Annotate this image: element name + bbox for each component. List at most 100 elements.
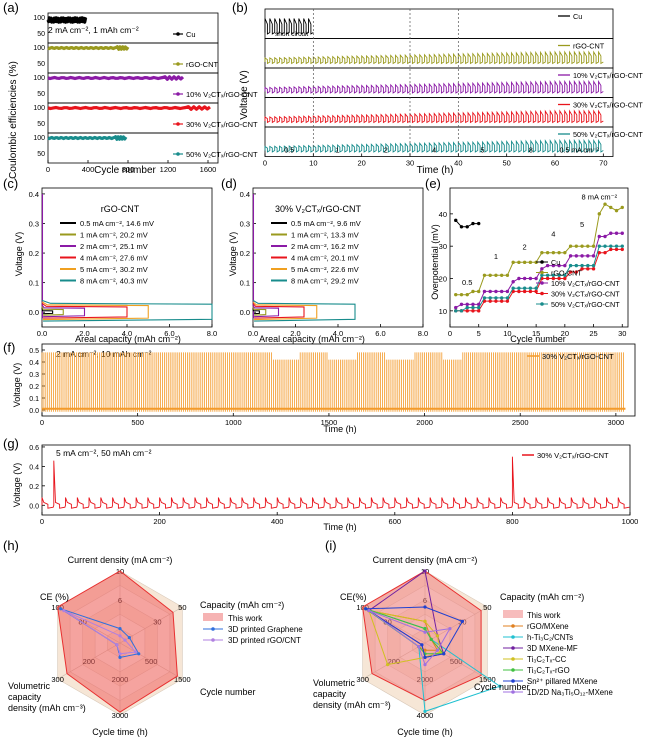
radar-point bbox=[423, 709, 427, 714]
radar-axis-label: CE(%) bbox=[340, 592, 367, 602]
e-point bbox=[528, 276, 533, 281]
e-xtick-label: 15 bbox=[532, 329, 540, 338]
radar-tick: 3000 bbox=[112, 711, 129, 720]
f-legend-text: 30% V₂CTₓ/rGO-CNT bbox=[542, 352, 614, 361]
e-point bbox=[563, 250, 567, 255]
h-legend-text: 3D printed Graphene bbox=[228, 625, 303, 634]
radar-axis-label: CE (%) bbox=[40, 592, 69, 602]
e-point bbox=[591, 263, 596, 268]
a-legend-text: Cu bbox=[186, 30, 196, 39]
e-point bbox=[494, 289, 498, 294]
a-xtick-label: 800 bbox=[122, 165, 135, 174]
e-series-line bbox=[455, 203, 623, 296]
radar-point bbox=[420, 643, 424, 647]
e-point bbox=[522, 286, 527, 290]
capacity-curve bbox=[252, 299, 356, 322]
b-rate-label: 4 bbox=[432, 148, 436, 155]
e-point bbox=[591, 244, 596, 248]
radar-this-work bbox=[57, 570, 178, 713]
xtick-label: 8.0 bbox=[418, 329, 428, 338]
panel-c-ylabel: Voltage (V) bbox=[14, 232, 24, 277]
panel-d-xlabel: Areal capacity (mAh cm⁻²) bbox=[259, 334, 365, 344]
b-row-frame bbox=[264, 8, 614, 39]
panel-f-label: (f) bbox=[3, 340, 15, 355]
e-point bbox=[580, 244, 584, 248]
e-ytick-label: 30 bbox=[439, 242, 447, 251]
radar-point bbox=[133, 650, 138, 654]
f-xtick-label: 1000 bbox=[225, 418, 242, 427]
g-xtick-label: 600 bbox=[389, 517, 402, 526]
radar-point bbox=[367, 609, 371, 613]
a-series-2 bbox=[47, 75, 185, 81]
b-xtick-label: 40 bbox=[454, 159, 462, 168]
radar-axis-label: Cycle number bbox=[474, 682, 530, 692]
h-legend-text: 3D printed rGO/CNT bbox=[228, 636, 301, 645]
i-legend-swatch bbox=[503, 610, 523, 618]
e-legend-marker bbox=[540, 302, 544, 306]
e-point bbox=[614, 231, 619, 235]
panel-c: (c) rGO-CNT Voltage (V) Areal capacity (… bbox=[3, 176, 217, 344]
a-legend-marker bbox=[176, 122, 180, 126]
radar-point bbox=[435, 634, 440, 638]
e-point bbox=[551, 276, 556, 281]
e-point bbox=[540, 267, 544, 271]
panel-f: (f) Voltage (V) Time (h) 2 mA cm⁻², 10 m… bbox=[3, 340, 636, 434]
a-series-4 bbox=[47, 135, 128, 141]
e-point bbox=[454, 292, 458, 297]
i-legend-text: This work bbox=[527, 611, 560, 620]
a-xtick-label: 0 bbox=[46, 165, 50, 174]
radar-point bbox=[423, 655, 427, 660]
a-ytick: 100 bbox=[33, 15, 45, 22]
e-point bbox=[586, 263, 590, 268]
panel-g-xlabel: Time (h) bbox=[323, 522, 356, 532]
e-point bbox=[477, 289, 481, 294]
panel-b-label: (b) bbox=[232, 0, 248, 15]
e-point bbox=[580, 267, 584, 271]
e-point bbox=[597, 212, 601, 216]
radar-axis-label: density (mAh cm⁻³) bbox=[8, 703, 86, 713]
e-point bbox=[620, 244, 624, 248]
e-point bbox=[494, 299, 498, 303]
e-point bbox=[459, 225, 464, 229]
e-rate-label: 8 mA cm⁻² bbox=[581, 192, 617, 201]
panel-e: (e) Overpotential (mV) Cycle number 0 5 10… bbox=[425, 176, 629, 344]
e-ytick-label: 20 bbox=[439, 275, 447, 284]
b-legend-text: 10% V₂CTₓ/rGO-CNT bbox=[573, 71, 643, 80]
radar-tick: 300 bbox=[51, 675, 64, 684]
b-legend-text: 30% V₂CTₓ/rGO-CNT bbox=[573, 101, 643, 110]
radar-this-work bbox=[362, 570, 482, 702]
e-point bbox=[568, 254, 573, 258]
e-point bbox=[620, 231, 624, 235]
radar-axis-label: Cycle time (h) bbox=[397, 727, 453, 737]
e-legend-marker bbox=[540, 270, 544, 275]
panel-g-label: (g) bbox=[3, 436, 19, 451]
e-point bbox=[459, 302, 464, 307]
radar-axis-label: Current density (mA cm⁻²) bbox=[68, 555, 173, 565]
e-point bbox=[517, 276, 521, 281]
b-rate-label: 8 bbox=[529, 148, 533, 155]
radar-axis-label: Capacity (mAh cm⁻²) bbox=[500, 592, 584, 602]
e-point bbox=[488, 296, 492, 300]
xtick-label: 6.0 bbox=[375, 329, 385, 338]
radar-axis-label: Cycle number bbox=[200, 687, 256, 697]
e-point bbox=[528, 286, 533, 290]
radar-point bbox=[423, 627, 427, 631]
e-xtick-label: 0 bbox=[448, 329, 452, 338]
radar-point bbox=[59, 607, 63, 611]
radar-axis-label: capacity bbox=[8, 692, 42, 702]
xtick-label: 4.0 bbox=[333, 329, 343, 338]
b-rate-label: 1 bbox=[336, 148, 340, 155]
e-point bbox=[568, 244, 573, 248]
e-rate-label: 1 bbox=[494, 252, 498, 261]
radar-point bbox=[118, 655, 122, 660]
h-legend-marker bbox=[211, 627, 215, 631]
e-point bbox=[614, 247, 619, 252]
f-xtick-label: 1500 bbox=[321, 418, 338, 427]
e-point bbox=[557, 250, 561, 255]
e-point bbox=[545, 273, 550, 277]
legend-text: 0.5 mA cm⁻², 9.6 mV bbox=[291, 219, 361, 228]
e-point bbox=[568, 270, 573, 274]
panel-e-ylabel: Overpotential (mV) bbox=[430, 224, 440, 300]
ytick-label: 0.1 bbox=[240, 279, 250, 288]
